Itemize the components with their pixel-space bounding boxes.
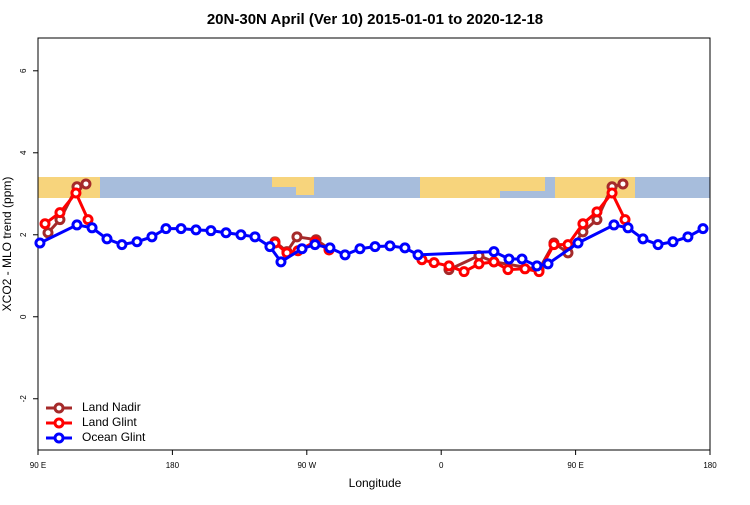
y-tick-label: 2	[19, 232, 28, 237]
legend-marker	[53, 402, 65, 414]
data-point	[577, 218, 589, 230]
data-point	[264, 241, 276, 253]
data-point	[682, 231, 694, 243]
data-point	[488, 246, 500, 258]
data-point	[131, 236, 143, 248]
data-point	[86, 222, 98, 234]
x-tick-label: 90 E	[30, 461, 46, 470]
data-point	[488, 256, 500, 268]
legend-label: Ocean Glint	[82, 430, 146, 444]
x-tick-label: 90 W	[297, 461, 316, 470]
data-point	[116, 239, 128, 251]
y-tick-label: 0	[19, 314, 28, 319]
data-point	[220, 227, 232, 239]
y-axis-label: XCO2 - MLO trend (ppm)	[0, 177, 14, 312]
data-point	[519, 263, 531, 275]
data-point	[249, 231, 261, 243]
data-point	[42, 227, 54, 239]
data-point	[70, 187, 82, 199]
legend-label: Land Nadir	[82, 400, 141, 414]
x-tick-label: 0	[439, 461, 444, 470]
map-land	[272, 177, 302, 187]
map-land	[296, 177, 314, 195]
map-land	[420, 177, 500, 198]
data-point	[622, 222, 634, 234]
data-point	[503, 253, 515, 265]
data-point	[54, 207, 66, 219]
data-point	[608, 219, 620, 231]
chart-title: 20N-30N April (Ver 10) 2015-01-01 to 202…	[207, 11, 543, 28]
data-point	[606, 187, 618, 199]
data-point	[502, 264, 514, 276]
data-point	[637, 233, 649, 245]
data-point	[473, 258, 485, 270]
x-axis-label: Longitude	[349, 476, 402, 490]
data-point	[175, 223, 187, 235]
x-tick-label: 180	[166, 461, 180, 470]
data-point	[34, 237, 46, 249]
series-line	[44, 190, 627, 274]
x-tick-label: 90 E	[567, 461, 583, 470]
data-point	[542, 258, 554, 270]
map-land	[500, 177, 545, 191]
data-point	[275, 256, 287, 268]
data-point	[324, 242, 336, 254]
data-point	[205, 225, 217, 237]
data-point	[399, 242, 411, 254]
data-point	[235, 229, 247, 241]
data-point	[428, 257, 440, 269]
legend-marker	[53, 417, 65, 429]
data-point	[548, 239, 560, 251]
data-point	[296, 243, 308, 255]
data-point	[516, 253, 528, 265]
data-point	[190, 224, 202, 236]
data-point	[443, 260, 455, 272]
data-point	[339, 249, 351, 261]
data-point	[652, 239, 664, 251]
data-point	[82, 214, 94, 226]
data-point	[160, 223, 172, 235]
data-point	[101, 233, 113, 245]
data-point	[667, 236, 679, 248]
data-point	[697, 223, 709, 235]
data-point	[384, 240, 396, 252]
data-point	[80, 178, 92, 190]
data-point	[39, 218, 51, 230]
data-point	[291, 231, 303, 243]
data-point	[572, 237, 584, 249]
data-point	[369, 241, 381, 253]
legend-marker	[53, 432, 65, 444]
map-land	[38, 177, 100, 198]
data-point	[617, 178, 629, 190]
data-point	[309, 239, 321, 251]
data-point	[412, 249, 424, 261]
data-point	[531, 260, 543, 272]
y-tick-label: -2	[19, 395, 28, 403]
legend-label: Land Glint	[82, 415, 137, 429]
x-tick-label: 180	[703, 461, 717, 470]
y-tick-label: 6	[19, 68, 28, 73]
data-point	[354, 243, 366, 255]
data-point	[458, 266, 470, 278]
data-point	[591, 206, 603, 218]
data-point	[71, 219, 83, 231]
y-tick-label: 4	[19, 150, 28, 155]
data-point	[146, 231, 158, 243]
